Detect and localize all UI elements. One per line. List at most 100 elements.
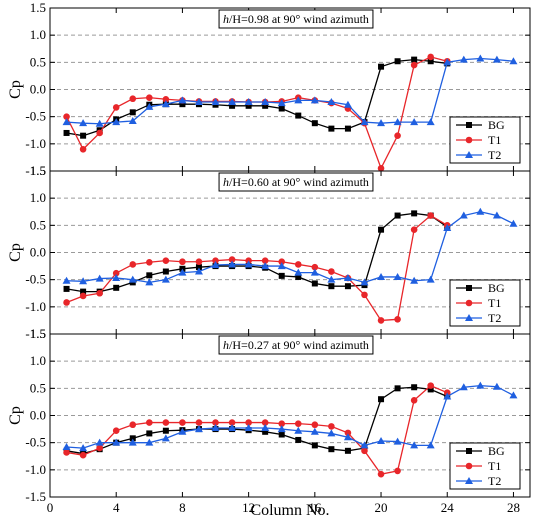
data-point-T1 — [179, 258, 186, 266]
data-point-BG — [63, 285, 70, 292]
y-tick-label: 1.0 — [30, 190, 46, 205]
data-point-T1 — [377, 164, 385, 172]
y-tick-label: 0.5 — [30, 217, 46, 232]
data-point-T1 — [63, 449, 70, 456]
data-point-T2 — [360, 118, 369, 126]
y-tick-label: 0.0 — [30, 408, 46, 423]
series-line-BG — [66, 58, 448, 137]
data-point-BG — [129, 109, 136, 116]
y-tick-label: -0.5 — [25, 272, 46, 287]
annotation-box — [218, 9, 374, 29]
data-point-T1 — [394, 132, 401, 139]
data-point-T2 — [261, 97, 270, 105]
data-point-T2 — [145, 102, 154, 110]
data-point-T2 — [393, 118, 402, 126]
y-tick-label: 1.5 — [30, 0, 46, 15]
x-tick-label: 28 — [507, 500, 520, 515]
data-point-BG — [311, 120, 318, 127]
data-point-T2 — [95, 119, 104, 127]
data-point-T2 — [112, 274, 121, 282]
legend-label-T1: T1 — [488, 133, 501, 147]
data-point-BG — [427, 58, 434, 65]
data-point-BG — [80, 132, 87, 139]
data-point-T2 — [128, 438, 137, 446]
data-point-T2 — [459, 211, 468, 219]
series-line-T1 — [66, 214, 448, 322]
data-point-BG — [378, 63, 385, 70]
y-tick-label: -1.0 — [25, 462, 46, 477]
data-point-T2 — [426, 441, 435, 449]
data-point-T2 — [426, 118, 435, 126]
data-point-BG — [328, 446, 335, 453]
data-point-T2 — [294, 96, 303, 104]
panel-3: -1.5 -1.0 -0.5 0.0 0.5 1.0 1.5 Cp h/H=0.27 at 90… — [7, 326, 531, 517]
data-point-T1 — [228, 419, 236, 426]
data-point-T2 — [310, 96, 319, 104]
data-point-T2 — [112, 118, 121, 126]
x-tick-label: 8 — [179, 500, 186, 515]
data-point-T1 — [311, 263, 319, 271]
data-point-T2 — [62, 276, 71, 284]
legend-label-T2: T2 — [488, 474, 501, 488]
data-point-T2 — [79, 277, 88, 285]
data-point-BG — [278, 105, 285, 112]
data-point-BG — [328, 283, 335, 290]
legend-marker-T2 — [465, 477, 473, 484]
data-point-T1 — [245, 419, 252, 426]
data-point-BG — [394, 58, 401, 65]
data-point-T2 — [443, 392, 452, 400]
data-point-T2 — [79, 119, 88, 127]
x-axis-title: Column No. — [250, 502, 329, 517]
data-point-T1 — [427, 382, 434, 389]
data-point-BG — [311, 280, 318, 287]
data-point-BG — [344, 283, 351, 290]
data-point-BG — [344, 447, 351, 454]
y-tick-label: -0.5 — [25, 109, 46, 124]
legend-marker-T2 — [465, 314, 473, 321]
y-tick-label: 1.0 — [30, 27, 46, 42]
data-point-T2 — [244, 423, 253, 431]
y-tick-label: 0.5 — [30, 54, 46, 69]
data-point-T2 — [228, 97, 237, 105]
data-point-T2 — [410, 276, 419, 284]
y-tick-label: 1.5 — [30, 163, 46, 178]
data-point-T2 — [261, 262, 270, 270]
data-point-T1 — [112, 104, 120, 111]
data-point-T2 — [294, 268, 303, 276]
data-point-T2 — [62, 118, 71, 126]
data-point-T2 — [426, 275, 435, 283]
data-point-T2 — [161, 434, 170, 442]
panel-annotation: h/H=0.98 at 90° wind azimuth — [223, 12, 369, 26]
y-tick-label: -0.5 — [25, 435, 46, 450]
data-point-T1 — [96, 129, 103, 137]
data-point-T1 — [410, 396, 418, 404]
data-point-BG — [129, 435, 136, 442]
data-point-BG — [262, 102, 269, 109]
data-point-BG — [229, 102, 236, 109]
data-point-BG — [427, 386, 434, 393]
data-point-T1 — [261, 257, 269, 264]
data-point-T2 — [277, 262, 286, 270]
data-point-T2 — [112, 438, 121, 446]
data-point-T1 — [278, 420, 286, 427]
data-point-T2 — [128, 117, 137, 125]
data-point-BG — [80, 288, 87, 295]
x-tick-label: 20 — [375, 500, 388, 515]
data-point-T1 — [129, 261, 137, 268]
x-tick-label: 0 — [47, 500, 54, 515]
data-point-T1 — [410, 226, 418, 233]
data-point-T2 — [459, 383, 468, 391]
data-point-T1 — [79, 292, 87, 300]
data-point-T2 — [327, 429, 336, 437]
data-point-T1 — [228, 256, 236, 263]
data-point-T2 — [211, 423, 220, 431]
data-point-T2 — [145, 438, 154, 446]
data-point-BG — [378, 226, 385, 233]
data-point-T1 — [179, 419, 186, 426]
data-point-T2 — [377, 119, 386, 127]
x-tick-label: 12 — [242, 500, 255, 515]
data-point-T1 — [328, 268, 335, 275]
data-point-BG — [295, 436, 302, 443]
data-point-T2 — [62, 443, 71, 451]
series-line-T2 — [66, 211, 514, 284]
